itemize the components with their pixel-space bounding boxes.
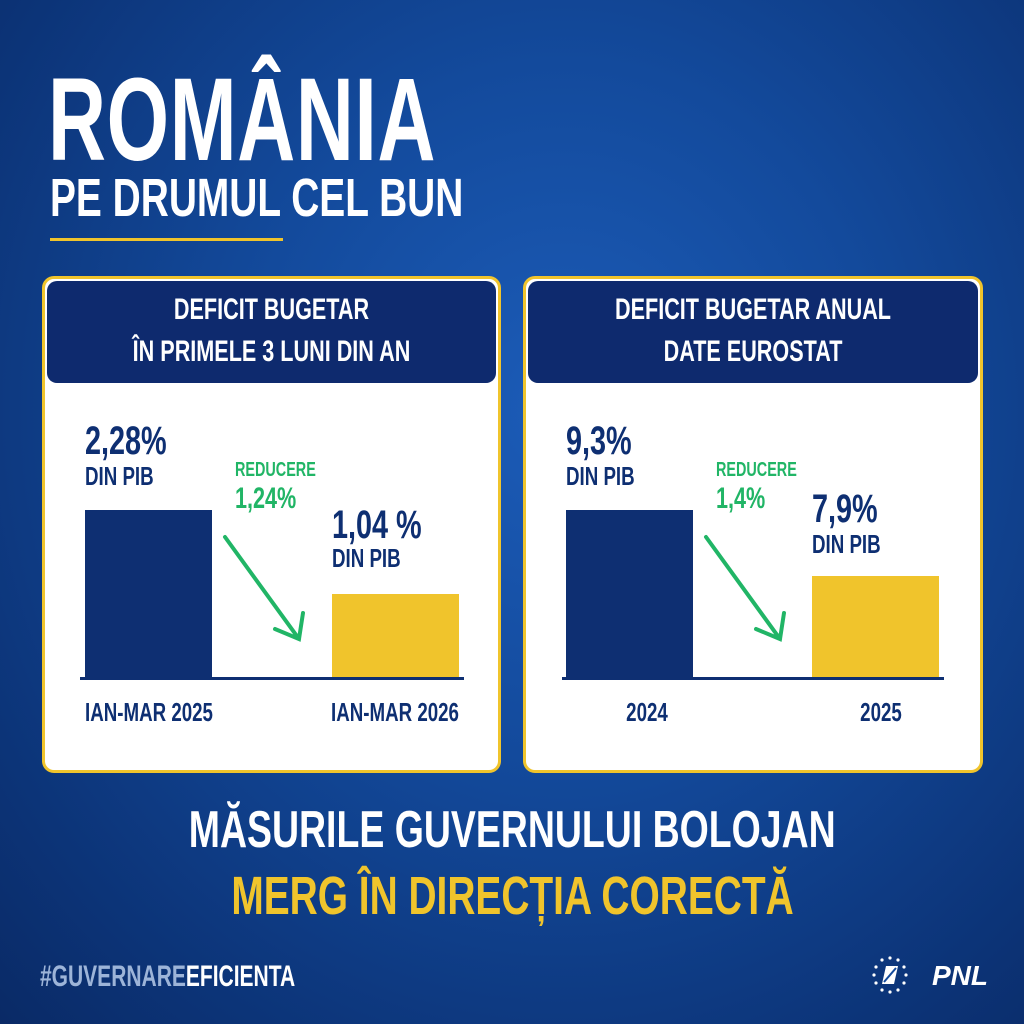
hashtag: #GUVERNAREEFICIENTA (40, 960, 295, 994)
bar-value-label: 9,3% (566, 419, 632, 463)
hashtag-part: #GUVERNARE (40, 960, 186, 993)
slogan-line-1: MĂSURILE GUVERNULUI BOLOJAN (0, 800, 1024, 860)
bar-unit-label: DIN PIB (566, 461, 635, 491)
panel-header: DEFICIT BUGETAR ÎN PRIMELE 3 LUNI DIN AN (47, 281, 496, 383)
down-arrow-icon (223, 535, 305, 642)
reduction-value: 1,4% (716, 482, 766, 515)
bar-2024 (566, 510, 693, 677)
slogan-text: MĂSURILE GUVERNULUI BOLOJAN (188, 801, 836, 859)
category-label: IAN-MAR 2026 (331, 697, 459, 727)
bar-ian-mar-2026 (332, 594, 459, 677)
bar-2025 (812, 576, 939, 677)
down-arrow-icon (704, 535, 786, 642)
title-underline (50, 238, 283, 241)
bar-value-label: 1,04 % (332, 503, 422, 547)
reduction-value: 1,24% (235, 482, 297, 515)
chart-panel-annual: DEFICIT BUGETAR ANUAL DATE EUROSTAT 9,3%… (523, 276, 983, 773)
chart-baseline (562, 677, 944, 680)
panel-title: DEFICIT BUGETAR ANUAL (615, 293, 891, 326)
slogan-line-2: MERG ÎN DIRECȚIA CORECTĂ (0, 865, 1024, 927)
bar-unit-label: DIN PIB (812, 529, 881, 559)
category-label: 2024 (626, 697, 668, 727)
bar-value-label: 2,28% (85, 419, 167, 463)
reduction-label: REDUCERE (716, 459, 797, 481)
category-label: IAN-MAR 2025 (85, 697, 213, 727)
bar-ian-mar-2025 (85, 510, 212, 677)
bar-unit-label: DIN PIB (332, 543, 401, 573)
panel-header: DEFICIT BUGETAR ANUAL DATE EUROSTAT (528, 281, 978, 383)
chart-baseline (80, 677, 464, 680)
panel-subtitle: ÎN PRIMELE 3 LUNI DIN AN (132, 335, 411, 368)
category-label: 2025 (860, 697, 902, 727)
hashtag-part: EFICIENTA (185, 960, 296, 993)
main-title: ROMÂNIA (48, 54, 437, 186)
panel-subtitle: DATE EUROSTAT (663, 335, 843, 368)
pnl-logo-icon (872, 956, 908, 994)
reduction-label: REDUCERE (235, 459, 316, 481)
bar-value-label: 7,9% (812, 487, 878, 531)
main-subtitle: PE DRUMUL CEL BUN (50, 168, 464, 228)
chart-panel-quarterly: DEFICIT BUGETAR ÎN PRIMELE 3 LUNI DIN AN… (42, 276, 501, 773)
bar-unit-label: DIN PIB (85, 461, 154, 491)
slogan-text: MERG ÎN DIRECȚIA CORECTĂ (230, 866, 794, 926)
panel-title: DEFICIT BUGETAR (173, 293, 370, 326)
logo-text: PNL (932, 960, 988, 991)
